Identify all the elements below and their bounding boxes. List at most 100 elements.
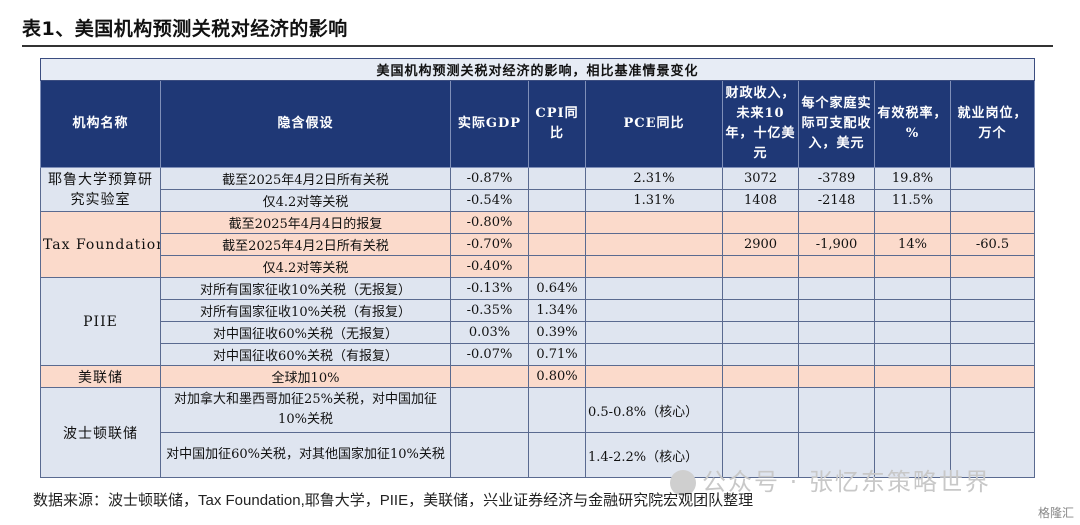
cell-gdp: -0.35% [450, 299, 529, 322]
cell-assumption: 对中国加征60%关税，对其他国家加征10%关税 [160, 432, 451, 478]
table-row: 对中国征收60%关税（无报复） 0.03% 0.39% [41, 321, 1036, 344]
cell-tax-rate [874, 365, 951, 388]
institution-piie: PIIE [40, 277, 161, 366]
cell-fiscal [722, 365, 799, 388]
cell-household [798, 211, 875, 234]
cell-jobs [949, 432, 1036, 478]
cell-household: -2148 [798, 189, 875, 212]
cell-assumption: 截至2025年4月2日所有关税 [160, 167, 451, 190]
cell-household [798, 343, 875, 366]
cell-household [798, 387, 875, 433]
cell-tax-rate: 11.5% [874, 189, 951, 212]
cell-cpi: 1.34% [528, 299, 586, 322]
institution-boston-fed: 波士顿联储 [40, 387, 161, 478]
institution-yale: 耶鲁大学预算研究实验室 [40, 167, 161, 212]
cell-household: -3789 [798, 167, 875, 190]
cell-pce [585, 255, 723, 278]
cell-assumption: 截至2025年4月4日的报复 [160, 211, 451, 234]
cell-tax-rate [874, 255, 951, 278]
cell-pce: 0.5-0.8%（核心） [585, 387, 723, 433]
cell-fiscal [722, 299, 799, 322]
page-title: 表1、美国机构预测关税对经济的影响 [22, 18, 348, 40]
table-row: Tax Foundation 截至2025年4月4日的报复 -0.80% [40, 211, 1036, 278]
cell-assumption: 对中国征收60%关税（无报复） [160, 321, 451, 344]
cell-assumption: 对中国征收60%关税（有报复） [160, 343, 451, 366]
cell-assumption: 对所有国家征收10%关税（有报复） [160, 299, 451, 322]
cell-jobs [949, 255, 1036, 278]
cell-gdp [450, 432, 529, 478]
wechat-icon [670, 470, 696, 496]
cell-pce [585, 299, 723, 322]
cell-pce: 1.31% [585, 189, 723, 212]
cell-assumption: 仅4.2对等关税 [160, 189, 451, 212]
cell-tax-rate [874, 211, 951, 234]
cell-assumption: 对所有国家征收10%关税（无报复） [160, 277, 451, 300]
cell-cpi [528, 167, 586, 190]
cell-fiscal [722, 255, 799, 278]
table-row: PIIE 对所有国家征收10%关税（无报复） -0.13% 0.64% [40, 277, 1036, 366]
cell-gdp: -0.87% [450, 167, 529, 190]
cell-household [798, 432, 875, 478]
cell-household [798, 365, 875, 388]
cell-cpi [528, 387, 586, 433]
cell-fiscal [722, 277, 799, 300]
cell-pce [585, 277, 723, 300]
logo: 格隆汇 [1037, 506, 1074, 520]
cell-pce [585, 343, 723, 366]
cell-gdp: -0.13% [450, 277, 529, 300]
cell-jobs [949, 189, 1036, 212]
cell-jobs [949, 299, 1036, 322]
cell-pce [585, 233, 723, 256]
cell-cpi: 0.64% [528, 277, 586, 300]
table-row: 美联储 全球加10% 0.80% [40, 365, 1036, 388]
cell-household [798, 321, 875, 344]
cell-cpi [528, 233, 586, 256]
cell-tax-rate: 14% [874, 233, 951, 256]
cell-fiscal [722, 432, 799, 478]
tariff-impact-table-container: 美国机构预测关税对经济的影响，相比基准情景变化 机构名称 隐含假设 实际GDP … [39, 58, 1036, 478]
cell-jobs [949, 387, 1036, 433]
cell-gdp: -0.80% [450, 211, 529, 234]
cell-jobs [949, 167, 1036, 190]
cell-jobs [949, 365, 1036, 388]
cell-fiscal: 2900 [722, 233, 799, 256]
table-row: 仅4.2对等关税 -0.54% 1.31% 1408 -2148 11.5% [41, 189, 1036, 212]
cell-gdp: -0.54% [450, 189, 529, 212]
source-note: 数据来源：波士顿联储，Tax Foundation,耶鲁大学，PIIE，美联储，… [33, 492, 754, 509]
cell-household: -1,900 [798, 233, 875, 256]
cell-gdp [450, 387, 529, 433]
cell-assumption: 全球加10% [160, 365, 451, 388]
cell-tax-rate [874, 387, 951, 433]
tariff-impact-table: 美国机构预测关税对经济的影响，相比基准情景变化 机构名称 隐含假设 实际GDP … [39, 58, 1036, 478]
header-fiscal-revenue: 财政收入，未来10年，十亿美元 [722, 80, 799, 168]
cell-household [798, 299, 875, 322]
header-cpi: CPI同比 [528, 80, 586, 168]
watermark-text: 公众号 · 张忆东策略世界 [702, 468, 991, 496]
table-row: 截至2025年4月2日所有关税 -0.70% 2900 -1,900 14% -… [41, 233, 1036, 256]
cell-fiscal [722, 321, 799, 344]
cell-jobs: -60.5 [949, 233, 1036, 256]
cell-cpi [528, 432, 586, 478]
cell-gdp: -0.70% [450, 233, 529, 256]
header-jobs: 就业岗位，万个 [949, 80, 1036, 168]
table-caption: 美国机构预测关税对经济的影响，相比基准情景变化 [39, 58, 1036, 81]
cell-cpi [528, 211, 586, 234]
cell-fiscal: 3072 [722, 167, 799, 190]
watermark: 公众号 · 张忆东策略世界 [670, 462, 991, 497]
cell-tax-rate [874, 299, 951, 322]
cell-gdp: -0.07% [450, 343, 529, 366]
cell-tax-rate [874, 321, 951, 344]
cell-gdp [450, 365, 529, 388]
table-row: 对中国征收60%关税（有报复） -0.07% 0.71% [41, 343, 1036, 366]
cell-assumption: 对加拿大和墨西哥加征25%关税，对中国加征10%关税 [160, 387, 451, 433]
cell-household [798, 255, 875, 278]
cell-jobs [949, 277, 1036, 300]
cell-cpi: 0.39% [528, 321, 586, 344]
cell-pce: 1.4-2.2%（核心） [585, 432, 723, 478]
header-real-gdp: 实际GDP [450, 80, 529, 168]
cell-fiscal [722, 211, 799, 234]
cell-jobs [949, 343, 1036, 366]
cell-cpi: 0.71% [528, 343, 586, 366]
header-effective-tax-rate: 有效税率，% [874, 80, 951, 168]
cell-assumption: 截至2025年4月2日所有关税 [160, 233, 451, 256]
